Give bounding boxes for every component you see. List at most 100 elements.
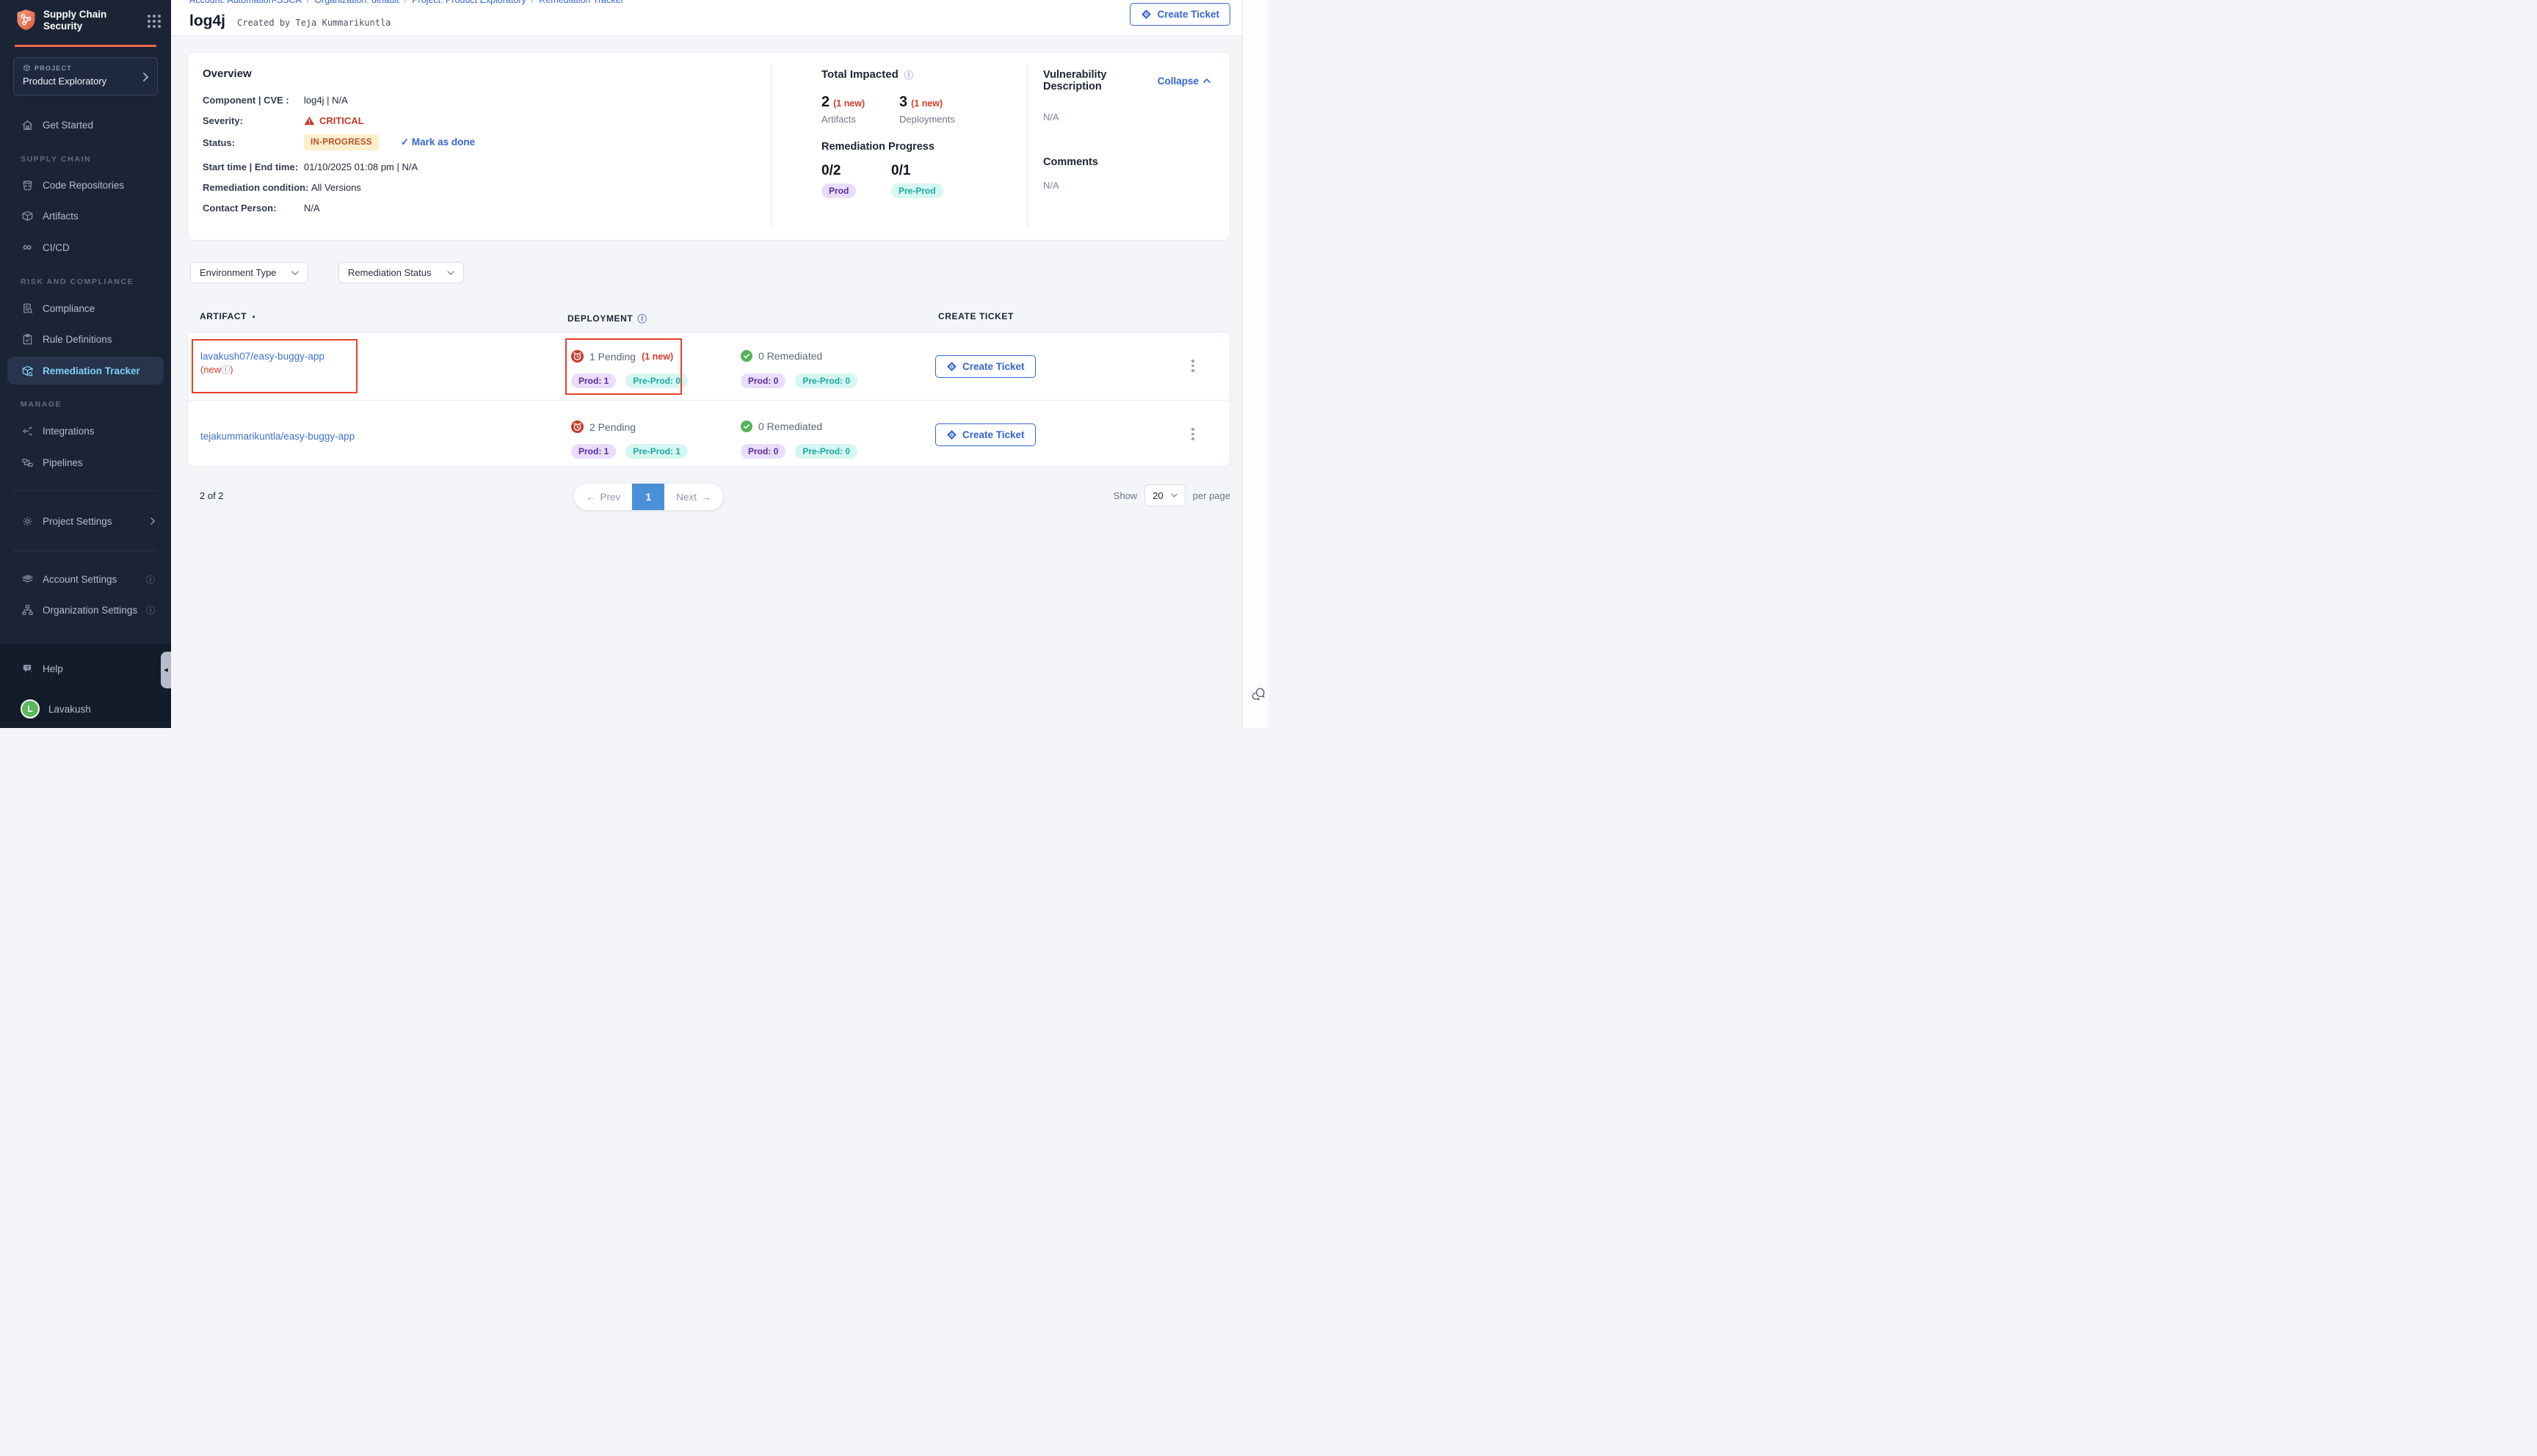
row-menu-kebab-icon[interactable] <box>1188 425 1197 443</box>
info-icon[interactable]: ⓘ <box>221 365 231 375</box>
breadcrumb-account[interactable]: Account: Automation-SSCA <box>189 0 302 5</box>
sidebar-item-help[interactable]: ? Help <box>0 658 171 679</box>
pipelines-icon <box>21 456 34 469</box>
right-rail <box>1242 0 1268 728</box>
info-icon[interactable]: ⓘ <box>637 314 647 324</box>
jira-diamond-icon <box>946 429 957 440</box>
component-cve-value: log4j | N/A <box>304 95 348 106</box>
user-name: Lavakush <box>48 703 91 715</box>
sidebar-item-remediation-tracker[interactable]: Remediation Tracker <box>7 357 164 385</box>
status-badge: IN-PROGRESS <box>304 134 379 150</box>
document-search-icon <box>21 302 34 315</box>
environment-type-filter[interactable]: Environment Type <box>190 262 308 283</box>
artifact-new-flag: (newⓘ) <box>200 364 233 375</box>
time-label: Start time | End time: <box>203 161 299 172</box>
status-label: Status: <box>203 136 236 148</box>
section-manage: MANAGE <box>21 400 62 409</box>
mark-as-done-link[interactable]: ✓ Mark as done <box>400 136 476 148</box>
create-ticket-button[interactable]: Create Ticket <box>1130 3 1230 26</box>
pending-cell: 2 Pending <box>571 421 636 433</box>
collapse-link[interactable]: Collapse <box>1158 76 1211 87</box>
contact-value: N/A <box>304 203 320 214</box>
remediation-status-filter[interactable]: Remediation Status <box>338 262 464 283</box>
breadcrumb-project[interactable]: Project: Product Exploratory <box>412 0 526 5</box>
sidebar-item-get-started[interactable]: Get Started <box>0 114 171 135</box>
preprod-badge: Pre-Prod: 1 <box>625 444 689 459</box>
remediated-cell: 0 Remediated <box>741 350 822 362</box>
pager: ← Prev 1 Next → <box>574 484 723 510</box>
layers-gear-icon <box>21 572 34 586</box>
sidebar-collapse-handle[interactable]: ◀ <box>161 652 171 688</box>
severity-value: CRITICAL <box>304 115 364 126</box>
row-menu-kebab-icon[interactable] <box>1188 357 1197 375</box>
info-icon[interactable]: ⓘ <box>145 605 155 616</box>
remediated-cell: 0 Remediated <box>741 421 822 432</box>
sidebar-item-account-settings[interactable]: Account Settings ⓘ <box>0 569 171 589</box>
pending-status-icon <box>571 421 584 433</box>
artifacts-label: Artifacts <box>821 114 856 125</box>
jira-diamond-icon <box>946 361 957 372</box>
page-header: Account: Automation-SSCA / Organization: d… <box>171 0 1242 36</box>
app-switcher-icon[interactable] <box>148 15 161 28</box>
prod-badge: Prod: 0 <box>741 374 786 388</box>
org-hierarchy-icon <box>21 603 34 616</box>
remediation-table: lavakush07/easy-buggy-app (newⓘ) 1 Pendi… <box>187 332 1230 467</box>
info-icon[interactable]: ⓘ <box>145 574 155 585</box>
pending-count: 2 Pending <box>589 421 636 433</box>
sidebar-item-organization-settings[interactable]: Organization Settings ⓘ <box>0 600 171 620</box>
svg-text:?: ? <box>26 666 29 671</box>
page-size-select[interactable]: 20 <box>1144 484 1186 506</box>
cube-icon <box>23 64 31 72</box>
current-page-button[interactable]: 1 <box>632 484 665 510</box>
info-icon[interactable]: ⓘ <box>904 70 914 81</box>
project-name: Product Exploratory <box>23 76 107 87</box>
brand-name: Supply Chain Security <box>43 9 107 32</box>
sidebar-item-pipelines[interactable]: Pipelines <box>0 452 171 473</box>
sidebar-item-cicd[interactable]: ∞ CI/CD <box>0 237 171 258</box>
avatar: L <box>21 699 40 718</box>
pending-cell: 1 Pending (1 new) <box>571 350 673 363</box>
create-ticket-button[interactable]: Create Ticket <box>935 423 1036 446</box>
remediated-count: 0 Remediated <box>758 421 823 432</box>
project-selector[interactable]: PROJECT Product Exploratory <box>13 57 158 95</box>
section-supply-chain: SUPPLY CHAIN <box>21 155 92 164</box>
brand-shield-logo-icon <box>16 9 36 31</box>
prev-page-button[interactable]: ← Prev <box>586 491 621 503</box>
pending-new-count: (1 new) <box>642 351 674 362</box>
clipboard-check-icon <box>21 332 34 346</box>
page-size-control: Show 20 per page <box>1114 484 1230 506</box>
remediated-count: 0 Remediated <box>758 350 823 362</box>
create-ticket-button[interactable]: Create Ticket <box>935 355 1036 378</box>
chevron-up-icon <box>1203 79 1211 83</box>
sort-ascending-icon: ▲ <box>251 313 257 319</box>
pagination-count: 2 of 2 <box>200 490 224 501</box>
artifact-link[interactable]: lavakush07/easy-buggy-app <box>200 351 324 362</box>
remediated-status-icon <box>741 350 752 362</box>
support-chat-icon[interactable] <box>1250 686 1266 702</box>
sidebar-item-compliance[interactable]: Compliance <box>0 298 171 318</box>
jira-diamond-icon <box>1141 9 1152 20</box>
sidebar-item-rule-definitions[interactable]: Rule Definitions <box>0 329 171 349</box>
artifact-cell: lavakush07/easy-buggy-app (newⓘ) <box>200 350 369 376</box>
home-icon <box>21 118 34 131</box>
next-page-button[interactable]: Next → <box>676 491 711 503</box>
artifact-cell: tejakummarikuntla/easy-buggy-app <box>200 430 391 443</box>
condition-value: All Versions <box>311 182 361 193</box>
chevron-right-icon <box>150 517 155 525</box>
user-menu[interactable]: L Lavakush <box>0 698 171 720</box>
warning-triangle-icon <box>304 116 315 125</box>
artifact-link[interactable]: tejakummarikuntla/easy-buggy-app <box>200 431 355 442</box>
artifacts-count: 2 <box>821 94 830 110</box>
sidebar-item-artifacts[interactable]: Artifacts <box>0 205 171 226</box>
breadcrumb-organization[interactable]: Organization: default <box>314 0 399 5</box>
gear-icon <box>21 514 34 528</box>
sidebar-item-integrations[interactable]: Integrations <box>0 421 171 441</box>
severity-label: Severity: <box>203 115 243 126</box>
prod-badge: Prod: 1 <box>571 444 617 459</box>
sidebar-item-project-settings[interactable]: Project Settings <box>0 511 171 531</box>
preprod-badge: Pre-Prod <box>891 183 943 198</box>
column-header-artifact[interactable]: ARTIFACT ▲ <box>200 311 257 321</box>
vulnerability-description-section: Vulnerability Description Collapse N/A C… <box>1043 69 1211 191</box>
breadcrumb-remediation-tracker[interactable]: Remediation Tracker <box>539 0 624 5</box>
sidebar-item-code-repositories[interactable]: Code Repositories <box>0 175 171 195</box>
